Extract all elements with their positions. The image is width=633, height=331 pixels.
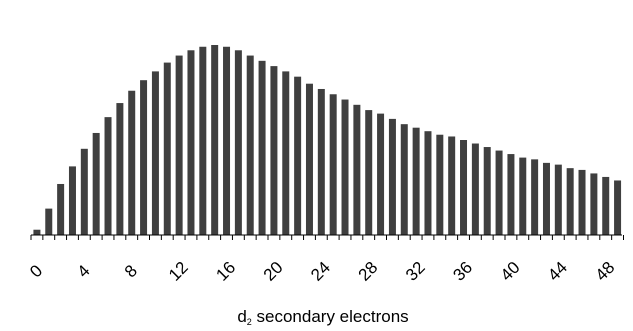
x-tick-label: 40 bbox=[497, 258, 524, 285]
bar bbox=[246, 55, 254, 236]
x-tick-label: 8 bbox=[121, 261, 141, 281]
bar bbox=[614, 180, 622, 235]
x-tick-label: 20 bbox=[260, 258, 287, 285]
bar bbox=[80, 148, 88, 235]
bar bbox=[116, 103, 124, 235]
bar bbox=[270, 66, 278, 235]
bar bbox=[234, 50, 242, 235]
x-tick-labels-group: 0 4 8 12 16 20 24 28 32 36 40 44 48 bbox=[26, 258, 618, 285]
x-tick-label: 24 bbox=[307, 258, 334, 285]
bar bbox=[282, 71, 290, 235]
x-tick-label: 44 bbox=[544, 258, 571, 285]
bar bbox=[187, 50, 195, 235]
bar bbox=[175, 55, 183, 236]
bar bbox=[151, 71, 159, 235]
bar bbox=[566, 168, 574, 235]
bar bbox=[68, 166, 76, 235]
bar bbox=[128, 90, 136, 236]
bar bbox=[294, 76, 302, 235]
bar bbox=[258, 60, 266, 235]
x-tick-label: 16 bbox=[212, 258, 239, 285]
bar bbox=[519, 157, 527, 235]
x-tick-label: 12 bbox=[165, 258, 192, 285]
bar bbox=[140, 80, 148, 235]
bar bbox=[531, 159, 539, 235]
bar bbox=[353, 104, 361, 235]
bar bbox=[436, 134, 444, 235]
bar bbox=[590, 173, 598, 235]
bar bbox=[412, 127, 420, 235]
bar bbox=[377, 113, 385, 235]
bar bbox=[329, 94, 337, 235]
bar bbox=[341, 99, 349, 235]
bar bbox=[199, 46, 207, 236]
x-axis-title: d2 secondary electrons bbox=[237, 307, 408, 327]
bar bbox=[554, 164, 562, 235]
bar bbox=[33, 229, 41, 235]
bar bbox=[317, 88, 325, 235]
bar bbox=[483, 147, 491, 235]
x-tick-label: 28 bbox=[355, 258, 382, 285]
bar bbox=[471, 143, 479, 235]
bars-group bbox=[33, 45, 622, 236]
bar bbox=[495, 150, 503, 235]
bar bbox=[424, 131, 432, 235]
bar bbox=[57, 183, 65, 235]
bar bbox=[163, 62, 171, 236]
bar bbox=[388, 118, 396, 235]
bar bbox=[45, 208, 53, 235]
x-tick-label: 32 bbox=[402, 258, 429, 285]
bar bbox=[460, 140, 468, 235]
bar bbox=[211, 45, 219, 235]
bar bbox=[365, 110, 373, 235]
bar bbox=[542, 162, 550, 235]
x-axis-title-rest: secondary electrons bbox=[252, 307, 409, 326]
bar bbox=[104, 117, 112, 235]
x-tick-label: 0 bbox=[26, 261, 46, 281]
x-tick-label: 36 bbox=[449, 258, 476, 285]
bar bbox=[507, 154, 515, 235]
x-ticks-group bbox=[30, 235, 624, 240]
bar bbox=[223, 46, 231, 236]
bar bbox=[602, 176, 610, 235]
x-axis-title-subscript: 2 bbox=[247, 317, 252, 327]
bar bbox=[92, 132, 100, 235]
bar bbox=[305, 83, 313, 235]
x-axis-title-main: d bbox=[237, 307, 246, 326]
bar bbox=[400, 124, 408, 235]
bar bbox=[578, 169, 586, 235]
x-tick-label: 4 bbox=[74, 261, 94, 281]
x-tick-label: 48 bbox=[592, 258, 619, 285]
bar bbox=[448, 136, 456, 235]
